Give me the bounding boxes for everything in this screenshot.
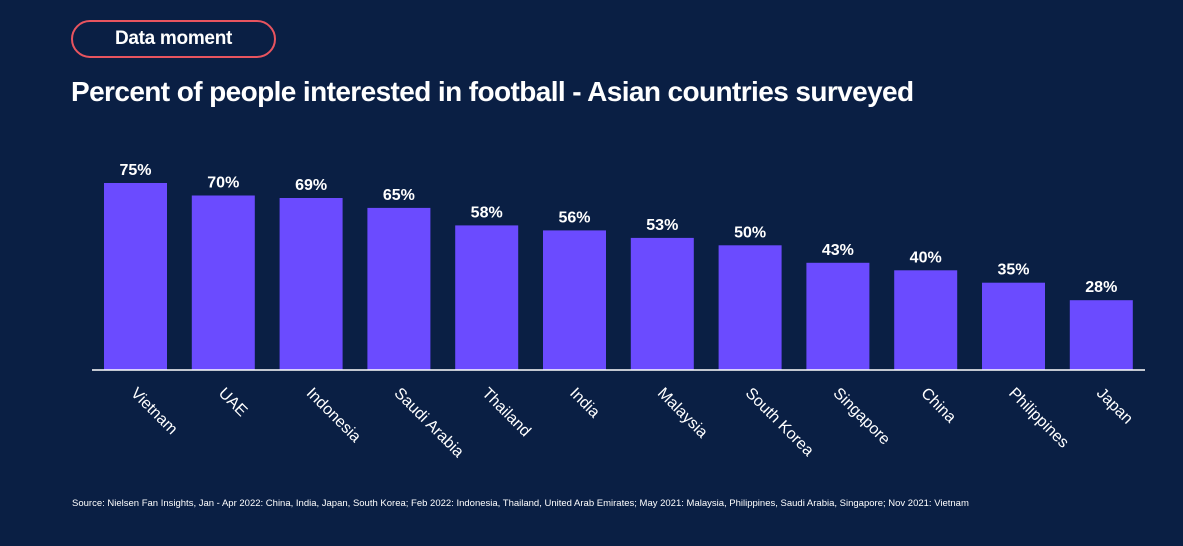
chart-title: Percent of people interested in football… (71, 76, 914, 107)
value-label: 58% (471, 204, 503, 221)
value-label: 75% (119, 162, 151, 179)
category-label: Vietnam (127, 385, 180, 438)
value-label: 35% (997, 262, 1029, 279)
bar-philippines (982, 282, 1045, 370)
bar-indonesia (279, 198, 343, 370)
category-label: Singapore (830, 385, 894, 449)
category-label: Saudi Arabia (391, 385, 467, 461)
data-moment-badge: Data moment (71, 20, 276, 58)
bar-malaysia (630, 237, 694, 370)
category-label: Thailand (478, 385, 533, 440)
bars-group: 75% Vietnam 70% UAE 69% Indonesia 65% Saudi Ara… (104, 162, 1136, 461)
category-label: China (917, 385, 959, 427)
category-label: India (566, 385, 603, 422)
bar-saudi-arabia (367, 207, 431, 370)
category-label: South Korea (742, 385, 817, 460)
bar-south-korea (718, 245, 782, 370)
bar-vietnam (104, 183, 167, 370)
bar-singapore (806, 262, 870, 370)
category-label: UAE (215, 385, 250, 420)
value-label: 56% (558, 209, 590, 226)
category-label: Indonesia (303, 385, 364, 446)
value-label: 28% (1085, 279, 1117, 296)
category-label: Malaysia (654, 385, 711, 442)
bar-china (894, 270, 958, 370)
value-label: 50% (734, 224, 766, 241)
bar-thailand (455, 225, 519, 370)
category-label: Philippines (1005, 385, 1072, 452)
value-label: 69% (295, 177, 327, 194)
bar-japan (1069, 300, 1133, 370)
value-label: 40% (910, 249, 942, 266)
category-label: Japan (1093, 385, 1136, 428)
bar-india (543, 230, 606, 370)
value-label: 65% (383, 187, 415, 204)
value-label: 53% (646, 217, 678, 234)
source-note: Source: Nielsen Fan Insights, Jan - Apr … (72, 498, 969, 509)
value-label: 43% (822, 242, 854, 259)
bar-uae (191, 195, 255, 370)
value-label: 70% (207, 175, 239, 192)
